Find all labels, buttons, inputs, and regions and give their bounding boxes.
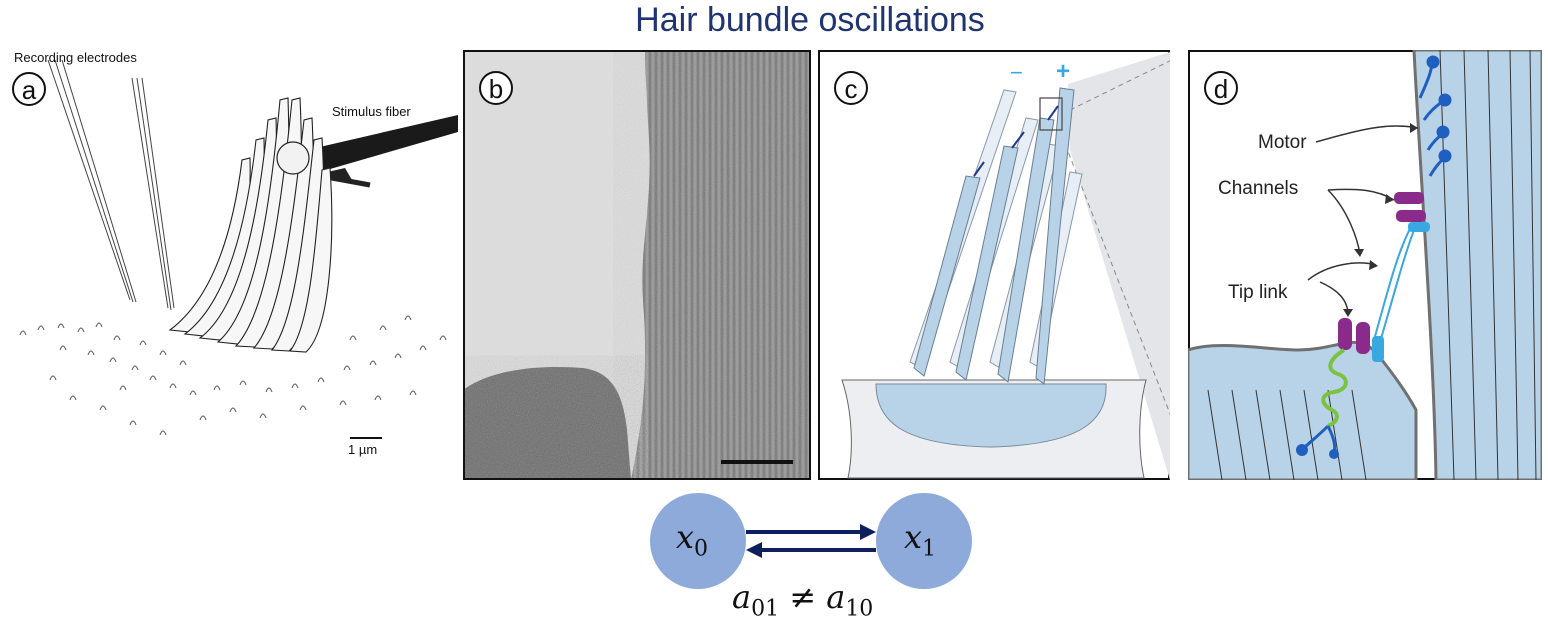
recording-electrodes-label: Recording electrodes <box>14 50 137 65</box>
scale-bar-label: 1 µm <box>348 442 378 457</box>
panel-d: d Motor Channels Tip link <box>1188 50 1542 480</box>
state-x1-node <box>876 493 972 589</box>
state-x1-label: x1 <box>904 518 937 562</box>
state-transition-graph <box>650 493 972 589</box>
panel-a-illustration <box>19 59 458 439</box>
panel-a-letter: a <box>12 72 46 106</box>
channels-label: Channels <box>1218 178 1299 199</box>
state-x0-label: x0 <box>676 518 709 562</box>
rate-inequality: a01 ≠ a10 <box>732 578 874 622</box>
figure-title: Hair bundle oscillations <box>635 1 985 39</box>
panel-c-letter: c <box>834 71 868 105</box>
motor-label: Motor <box>1258 132 1307 153</box>
panel-d-molecular-diagram <box>1188 50 1542 480</box>
panel-b-micrograph <box>463 50 811 480</box>
panel-a: a Recording electrodes Stimulus fiber 1 … <box>0 40 460 480</box>
panel-b: b <box>463 50 811 480</box>
panel-d-letter: d <box>1204 71 1238 105</box>
state-x0-node <box>650 493 746 589</box>
panel-c: c − + <box>818 50 1170 480</box>
state-diagram: x0 x1 a01 ≠ a10 <box>640 488 980 622</box>
minus-polarity-label: − <box>1010 60 1023 85</box>
tip-link-label: Tip link <box>1228 282 1288 303</box>
plus-polarity-label: + <box>1056 58 1071 85</box>
stimulus-fiber-label: Stimulus fiber <box>332 104 411 119</box>
panel-b-letter: b <box>479 71 513 105</box>
panel-c-bundle-diagram <box>818 50 1170 480</box>
